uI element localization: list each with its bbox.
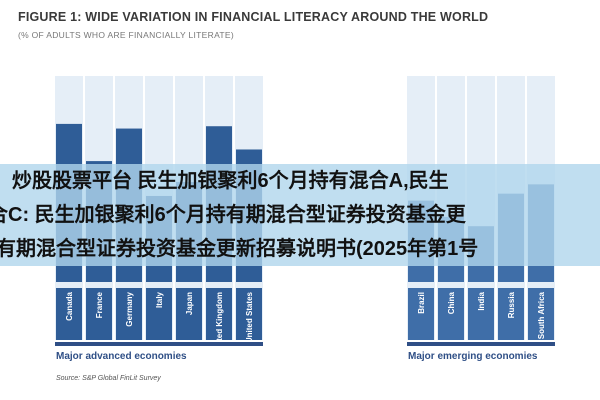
overlay-text-line-3: 有期混合型证券投资基金更新招募说明书(2025年第1号 bbox=[0, 238, 479, 260]
category-label-box bbox=[146, 288, 172, 340]
category-label: Canada bbox=[65, 291, 74, 320]
category-label: Japan bbox=[185, 292, 194, 315]
group-label-emerging: Major emerging economies bbox=[408, 351, 538, 362]
group-underline bbox=[407, 342, 555, 346]
category-label: Germany bbox=[125, 291, 134, 326]
overlay-text-line-1: 炒股股票平台 民生加银聚利6个月持有混合A,民生 bbox=[12, 170, 449, 192]
category-label-box bbox=[206, 288, 232, 340]
group-label-advanced: Major advanced economies bbox=[56, 351, 187, 362]
category-label-box bbox=[86, 288, 112, 340]
category-label: Italy bbox=[155, 291, 164, 308]
category-label: India bbox=[477, 291, 486, 310]
category-label-box bbox=[408, 288, 434, 340]
category-label-box bbox=[56, 288, 82, 340]
figure-subtitle: (% OF ADULTS WHO ARE FINANCIALLY LITERAT… bbox=[18, 30, 235, 40]
category-label-box bbox=[176, 288, 202, 340]
category-label: United Kingdom bbox=[215, 292, 224, 354]
source-note: Source: S&P Global FinLit Survey bbox=[56, 375, 161, 382]
category-label: China bbox=[447, 291, 456, 314]
overlay-banner-line-1: 炒股股票平台 民生加银聚利6个月持有混合A,民生 bbox=[0, 164, 600, 198]
category-label-box bbox=[438, 288, 464, 340]
category-label: United States bbox=[245, 291, 254, 343]
category-label-box bbox=[468, 288, 494, 340]
overlay-banner-line-2: 合C: 民生加银聚利6个月持有期混合型证券投资基金更 bbox=[0, 198, 600, 232]
group-underline bbox=[55, 342, 263, 346]
category-label-box bbox=[116, 288, 142, 340]
category-label: Brazil bbox=[417, 292, 426, 314]
category-label: France bbox=[95, 291, 104, 318]
category-label: Russia bbox=[507, 291, 516, 318]
figure-title: FIGURE 1: WIDE VARIATION IN FINANCIAL LI… bbox=[18, 10, 489, 24]
category-label-box bbox=[498, 288, 524, 340]
category-label-box bbox=[236, 288, 262, 340]
category-label: South Africa bbox=[537, 291, 546, 339]
overlay-text-line-2: 合C: 民生加银聚利6个月持有期混合型证券投资基金更 bbox=[0, 204, 466, 226]
overlay-banner-line-3: 有期混合型证券投资基金更新招募说明书(2025年第1号 bbox=[0, 232, 600, 266]
category-label-box bbox=[528, 288, 554, 340]
